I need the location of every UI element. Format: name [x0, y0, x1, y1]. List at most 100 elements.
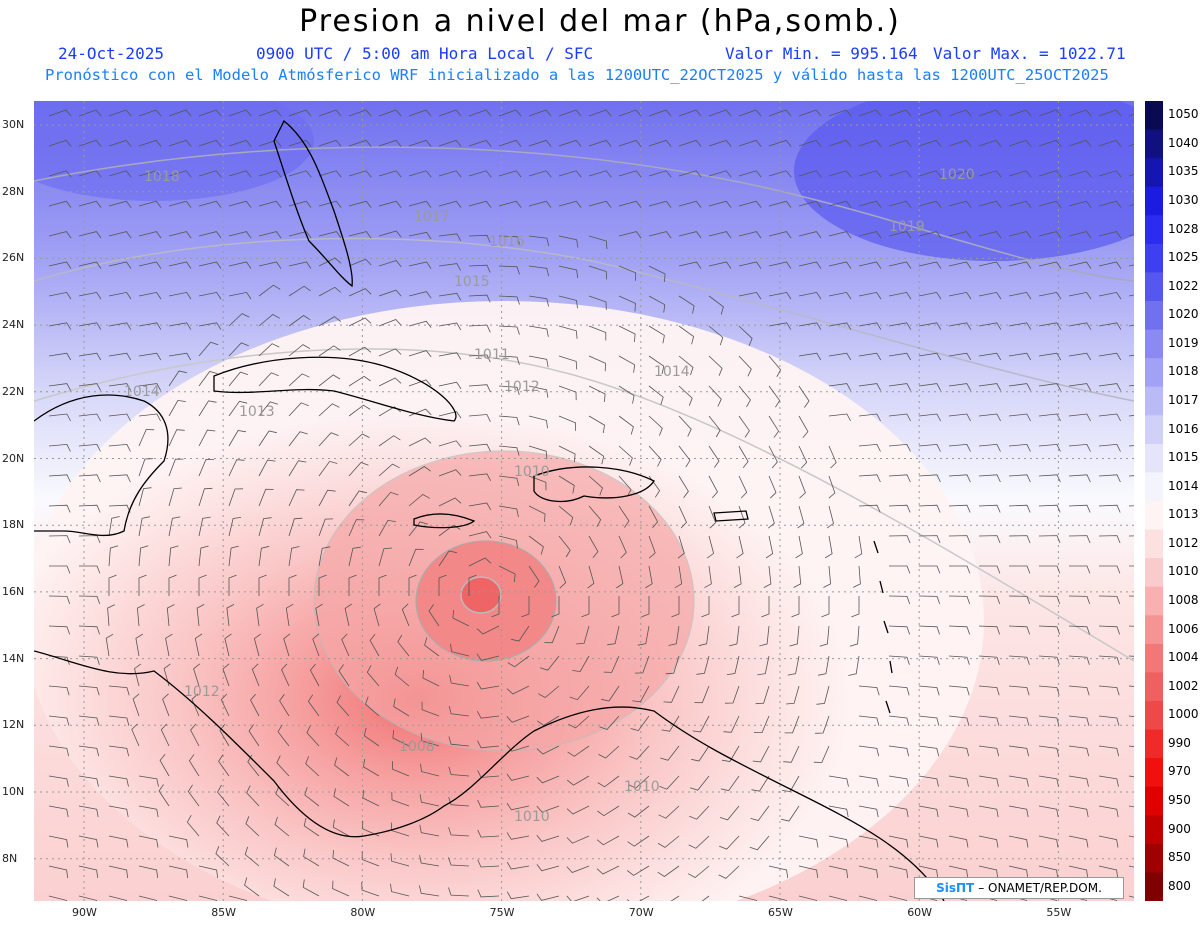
- wind-barb: [978, 139, 1002, 147]
- wind-barb: [285, 603, 294, 627]
- wind-barb: [918, 474, 941, 483]
- isobar-label: 1020: [939, 167, 975, 183]
- wind-barb: [408, 261, 432, 269]
- wind-barb: [1008, 109, 1032, 117]
- wind-barb: [288, 170, 312, 178]
- wind-barb: [706, 535, 715, 559]
- colorbar-label: 1006: [1168, 621, 1199, 636]
- wind-barb: [688, 835, 710, 849]
- wind-barb: [168, 322, 192, 330]
- wind-barb: [198, 322, 222, 330]
- isobar-label: 1018: [144, 169, 180, 185]
- wind-barb: [768, 139, 792, 147]
- wind-barb: [1098, 595, 1121, 605]
- wind-barb: [719, 835, 740, 850]
- wind-barb: [538, 685, 560, 698]
- wind-barb: [408, 574, 417, 596]
- wind-barb: [798, 200, 822, 208]
- wind-barb: [168, 352, 192, 361]
- wind-barb: [648, 200, 672, 208]
- wind-barb: [738, 385, 751, 408]
- wind-barb: [318, 316, 341, 327]
- wind-barb: [918, 685, 940, 696]
- isobar-label: 1010: [514, 809, 550, 825]
- wind-barb: [318, 403, 340, 417]
- wind-barb: [303, 848, 320, 867]
- wind-barb: [858, 504, 881, 513]
- florida-coast: [273, 119, 353, 288]
- wind-barb: [422, 669, 440, 687]
- wind-barb: [738, 139, 762, 147]
- wind-barb: [48, 775, 69, 787]
- lon-label: 75W: [489, 906, 515, 919]
- wind-barb: [48, 595, 71, 605]
- wind-barb: [618, 265, 637, 281]
- isobar-label: 1012: [184, 684, 220, 700]
- wind-barb: [634, 655, 650, 674]
- wind-barb: [618, 231, 642, 239]
- wind-barb: [918, 443, 941, 452]
- wind-barb: [678, 505, 687, 529]
- wind-barb: [888, 109, 912, 117]
- wind-barb: [48, 895, 67, 901]
- wind-barb: [629, 745, 650, 760]
- wind-barb: [738, 445, 749, 469]
- wind-barb: [823, 565, 832, 588]
- wind-barb: [1008, 443, 1031, 452]
- wind-barb: [348, 462, 369, 477]
- wind-barb: [588, 295, 607, 310]
- isobar-label: 1015: [454, 274, 490, 290]
- wind-barb: [1038, 200, 1062, 208]
- wind-barb: [763, 565, 772, 588]
- wind-barb: [588, 200, 612, 208]
- wind-barb: [948, 805, 969, 818]
- wind-barb: [948, 170, 972, 178]
- wind-barb: [228, 488, 244, 507]
- wind-barb: [648, 231, 672, 239]
- wind-barb: [1068, 474, 1091, 483]
- wind-barb: [824, 535, 833, 559]
- wind-barb: [1098, 474, 1121, 483]
- wind-barb: [632, 685, 650, 703]
- wind-barb: [648, 139, 672, 147]
- wind-barb: [1039, 565, 1061, 574]
- wind-barb: [663, 685, 680, 703]
- wind-barb: [302, 879, 320, 897]
- wind-barb: [511, 625, 530, 642]
- wind-barb: [392, 729, 410, 747]
- colorbar-label: 1000: [1168, 707, 1199, 722]
- wind-barb: [768, 475, 777, 499]
- wind-barb: [918, 170, 942, 178]
- wind-barb: [419, 824, 440, 837]
- wind-barb: [397, 634, 410, 657]
- wind-barb: [48, 535, 71, 544]
- wind-barb: [108, 261, 132, 269]
- wind-barb: [193, 663, 201, 687]
- wind-barb: [781, 805, 800, 822]
- wind-barb: [159, 753, 170, 777]
- wind-barb: [228, 109, 252, 117]
- wind-barb: [596, 865, 620, 875]
- wind-barb: [448, 827, 470, 837]
- wind-barb: [438, 574, 447, 596]
- wind-barb: [258, 574, 267, 596]
- wind-barb: [724, 685, 740, 704]
- wind-barb: [888, 715, 910, 726]
- wind-barb: [521, 596, 530, 618]
- wind-barb: [657, 895, 680, 901]
- wind-barb: [273, 878, 290, 897]
- wind-barb: [767, 505, 775, 529]
- wind-barb: [558, 265, 579, 278]
- wind-barb: [498, 325, 520, 335]
- wind-barb: [858, 139, 882, 147]
- wind-barb: [1008, 231, 1032, 239]
- wind-barb: [198, 487, 213, 507]
- wind-barb: [588, 505, 602, 527]
- wind-barb: [858, 715, 880, 726]
- wind-barb: [528, 355, 549, 368]
- lat-label: 28N: [2, 184, 25, 198]
- wind-barb: [588, 475, 603, 496]
- wind-barb: [468, 264, 491, 273]
- colorbar-label: 1015: [1168, 450, 1199, 465]
- wind-barb: [828, 895, 847, 901]
